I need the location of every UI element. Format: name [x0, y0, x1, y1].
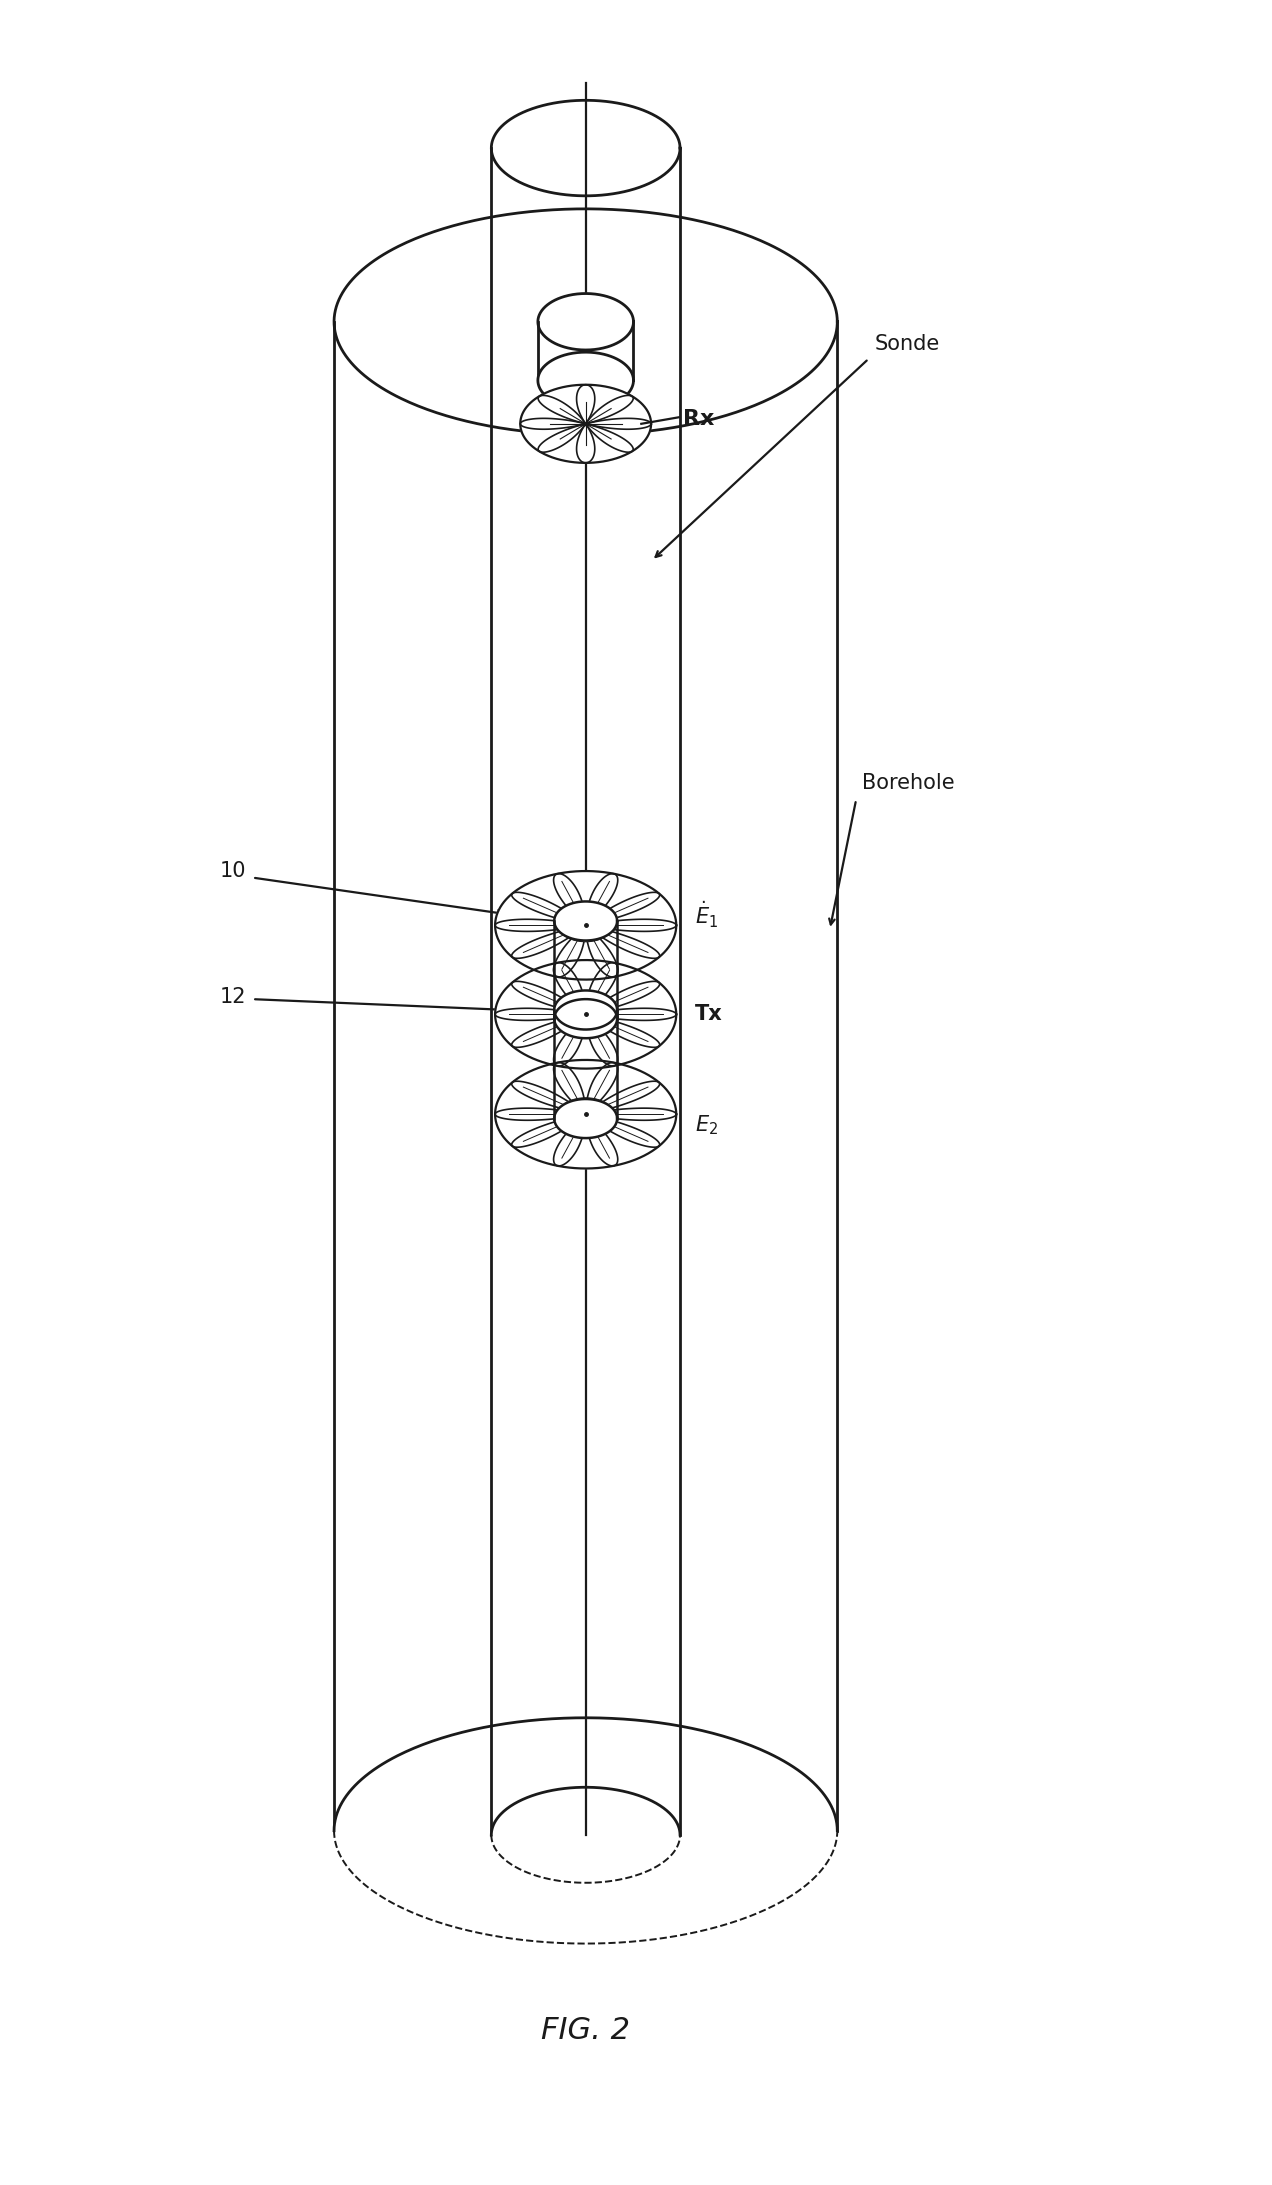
Polygon shape	[538, 293, 633, 350]
Text: Tx: Tx	[695, 1005, 722, 1025]
Polygon shape	[555, 999, 617, 1038]
Polygon shape	[491, 1787, 681, 1883]
Text: 10: 10	[220, 861, 245, 881]
Polygon shape	[555, 990, 617, 1029]
Polygon shape	[335, 210, 837, 435]
Polygon shape	[491, 101, 681, 197]
Text: $\dot{E}_1$: $\dot{E}_1$	[695, 900, 719, 929]
Polygon shape	[538, 352, 633, 409]
Text: Sonde: Sonde	[875, 334, 940, 354]
Text: Borehole: Borehole	[862, 773, 955, 793]
Polygon shape	[495, 872, 677, 979]
Polygon shape	[520, 385, 651, 463]
Text: $E_2$: $E_2$	[695, 1114, 719, 1136]
Polygon shape	[495, 1060, 677, 1169]
Polygon shape	[555, 1099, 617, 1138]
Text: 12: 12	[220, 988, 245, 1007]
Polygon shape	[335, 1717, 837, 1945]
Polygon shape	[555, 902, 617, 940]
Text: FIG. 2: FIG. 2	[541, 2017, 630, 2045]
Text: Rx: Rx	[683, 409, 714, 430]
Polygon shape	[495, 959, 677, 1068]
